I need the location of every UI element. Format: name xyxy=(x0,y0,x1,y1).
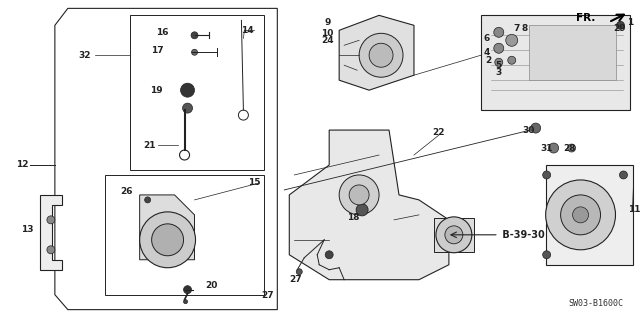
Text: 6: 6 xyxy=(484,34,490,43)
Text: 27: 27 xyxy=(261,291,274,300)
Circle shape xyxy=(508,56,516,64)
Text: 28: 28 xyxy=(563,144,576,152)
Circle shape xyxy=(506,34,518,46)
Circle shape xyxy=(561,195,600,235)
Text: 29: 29 xyxy=(613,24,626,33)
Bar xyxy=(105,175,264,295)
Text: 26: 26 xyxy=(120,188,133,197)
Circle shape xyxy=(140,212,195,268)
Polygon shape xyxy=(40,195,62,270)
Text: 14: 14 xyxy=(241,26,253,35)
Circle shape xyxy=(568,144,575,152)
Circle shape xyxy=(182,103,193,113)
Circle shape xyxy=(546,180,616,250)
Circle shape xyxy=(47,246,55,254)
Text: 5: 5 xyxy=(495,61,502,70)
Circle shape xyxy=(180,83,195,97)
Polygon shape xyxy=(140,195,195,260)
Circle shape xyxy=(620,171,627,179)
Circle shape xyxy=(191,32,198,39)
Text: 16: 16 xyxy=(156,28,169,37)
Text: 18: 18 xyxy=(347,213,360,222)
Text: 19: 19 xyxy=(150,86,163,95)
Text: 13: 13 xyxy=(20,225,33,234)
Text: 30: 30 xyxy=(522,126,535,135)
Bar xyxy=(529,25,616,80)
Circle shape xyxy=(325,251,333,259)
Polygon shape xyxy=(434,218,474,252)
Text: B-39-30: B-39-30 xyxy=(499,230,545,240)
Circle shape xyxy=(495,58,503,66)
Text: 12: 12 xyxy=(16,160,28,169)
Text: 27: 27 xyxy=(289,275,301,284)
Text: 9: 9 xyxy=(324,18,330,27)
Text: 1: 1 xyxy=(627,18,634,27)
Circle shape xyxy=(339,175,379,215)
Text: 2: 2 xyxy=(486,56,492,65)
Text: 11: 11 xyxy=(628,205,640,214)
Bar xyxy=(481,15,630,110)
Bar xyxy=(546,165,634,265)
Text: 20: 20 xyxy=(205,281,218,290)
Circle shape xyxy=(543,251,550,259)
Text: 17: 17 xyxy=(151,46,164,55)
Circle shape xyxy=(145,197,150,203)
Text: 24: 24 xyxy=(321,36,333,45)
Text: 15: 15 xyxy=(248,178,260,188)
Circle shape xyxy=(47,216,55,224)
Polygon shape xyxy=(289,130,449,280)
Circle shape xyxy=(152,224,184,256)
Circle shape xyxy=(436,217,472,253)
Circle shape xyxy=(359,33,403,77)
Text: 10: 10 xyxy=(321,29,333,38)
Text: 7: 7 xyxy=(513,24,520,33)
Circle shape xyxy=(548,143,559,153)
Text: SW03-B1600C: SW03-B1600C xyxy=(568,299,623,308)
Text: 22: 22 xyxy=(433,128,445,137)
Text: FR.: FR. xyxy=(576,13,596,23)
Circle shape xyxy=(184,286,191,294)
Circle shape xyxy=(543,171,550,179)
Circle shape xyxy=(349,185,369,205)
Circle shape xyxy=(445,226,463,244)
Polygon shape xyxy=(339,15,414,90)
Circle shape xyxy=(296,269,302,275)
Text: 32: 32 xyxy=(79,51,91,60)
Circle shape xyxy=(356,204,368,216)
Text: 31: 31 xyxy=(540,144,553,152)
Circle shape xyxy=(184,300,188,304)
Text: 4: 4 xyxy=(484,48,490,57)
Circle shape xyxy=(494,27,504,37)
Circle shape xyxy=(494,43,504,53)
Circle shape xyxy=(191,49,198,55)
Text: 21: 21 xyxy=(143,141,156,150)
Circle shape xyxy=(531,123,541,133)
Text: 8: 8 xyxy=(522,24,528,33)
Circle shape xyxy=(616,21,625,29)
Circle shape xyxy=(369,43,393,67)
Text: 3: 3 xyxy=(495,68,502,77)
Bar xyxy=(130,15,264,170)
Circle shape xyxy=(573,207,589,223)
